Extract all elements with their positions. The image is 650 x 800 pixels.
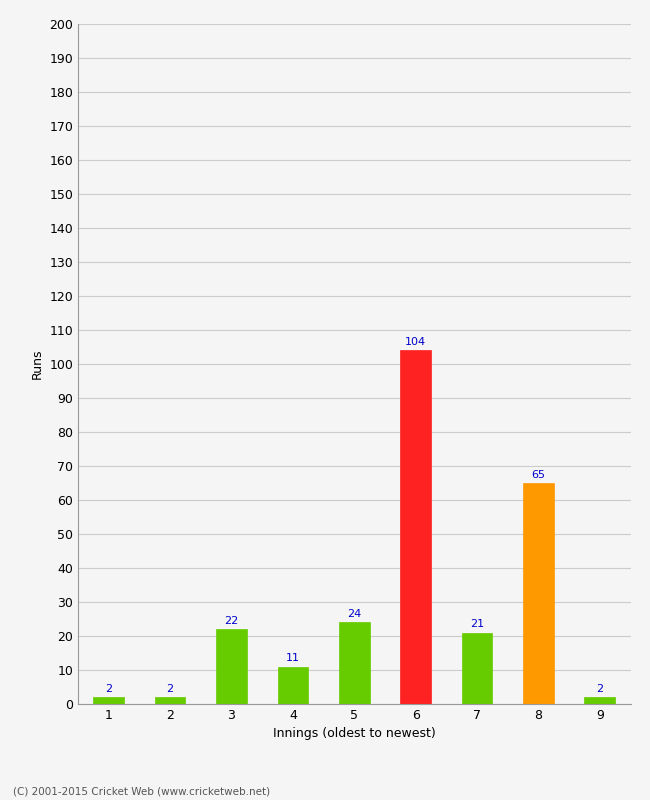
Bar [155, 697, 185, 704]
X-axis label: Innings (oldest to newest): Innings (oldest to newest) [273, 727, 436, 741]
Bar [278, 666, 308, 704]
Bar [339, 622, 370, 704]
Bar [216, 629, 247, 704]
Bar [462, 633, 493, 704]
Text: 2: 2 [596, 684, 603, 694]
Bar [523, 483, 554, 704]
Bar [584, 697, 615, 704]
Text: 65: 65 [532, 470, 545, 480]
Bar [94, 697, 124, 704]
Text: 21: 21 [470, 619, 484, 629]
Text: 104: 104 [405, 337, 426, 347]
Text: 22: 22 [224, 616, 239, 626]
Text: 2: 2 [105, 684, 112, 694]
Bar [400, 350, 431, 704]
Text: (C) 2001-2015 Cricket Web (www.cricketweb.net): (C) 2001-2015 Cricket Web (www.cricketwe… [13, 786, 270, 796]
Text: 11: 11 [286, 653, 300, 663]
Y-axis label: Runs: Runs [31, 349, 44, 379]
Text: 2: 2 [166, 684, 174, 694]
Text: 24: 24 [347, 609, 361, 619]
